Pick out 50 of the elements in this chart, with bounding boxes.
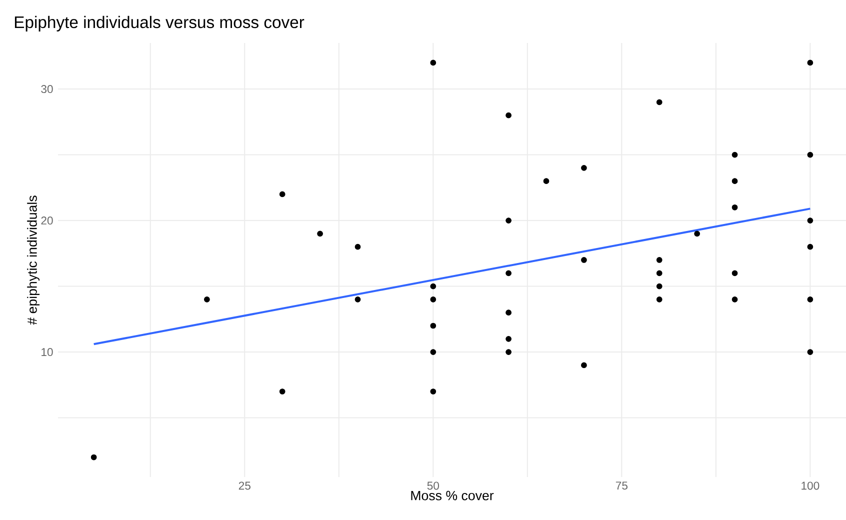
point [656, 270, 662, 276]
point [581, 257, 587, 263]
point [656, 257, 662, 263]
y-tick-label: 10 [42, 348, 53, 356]
point [354, 244, 361, 250]
y-tick-label: 30 [41, 85, 53, 94]
x-axis-title: Moss % cover [411, 490, 494, 500]
x-tick-label: 25 [238, 482, 250, 490]
point [656, 296, 662, 302]
point [279, 191, 286, 198]
point [543, 178, 550, 184]
point [506, 270, 512, 276]
point [581, 164, 587, 171]
point [430, 283, 436, 290]
point [807, 60, 814, 66]
x-tick-label: 50 [427, 482, 440, 490]
point [807, 152, 814, 158]
point [732, 296, 738, 302]
point [430, 296, 436, 302]
point [430, 388, 436, 394]
point [807, 218, 814, 224]
point [506, 112, 512, 118]
x-tick-label: 100 [802, 482, 820, 490]
y-tick-label: 20 [41, 216, 53, 225]
point [694, 230, 700, 237]
point [732, 270, 738, 276]
point [732, 152, 738, 158]
x-tick-label: 75 [616, 482, 628, 490]
chart-title: Epiphyte individuals versus moss cover [14, 16, 304, 32]
point [317, 230, 323, 237]
point [279, 388, 286, 394]
point [656, 283, 662, 290]
point [430, 322, 436, 329]
point [354, 296, 361, 302]
point [732, 204, 738, 210]
point [807, 349, 814, 355]
point [581, 362, 587, 368]
point [807, 296, 814, 302]
point [90, 454, 97, 460]
point [506, 336, 512, 342]
point [807, 244, 814, 250]
point [430, 349, 436, 355]
point [656, 99, 662, 106]
point [506, 310, 512, 316]
point [506, 218, 512, 224]
point [430, 60, 436, 66]
point [204, 296, 210, 302]
point [506, 349, 512, 355]
point [732, 178, 738, 184]
y-axis-title: # epiphytic individuals [27, 196, 40, 325]
